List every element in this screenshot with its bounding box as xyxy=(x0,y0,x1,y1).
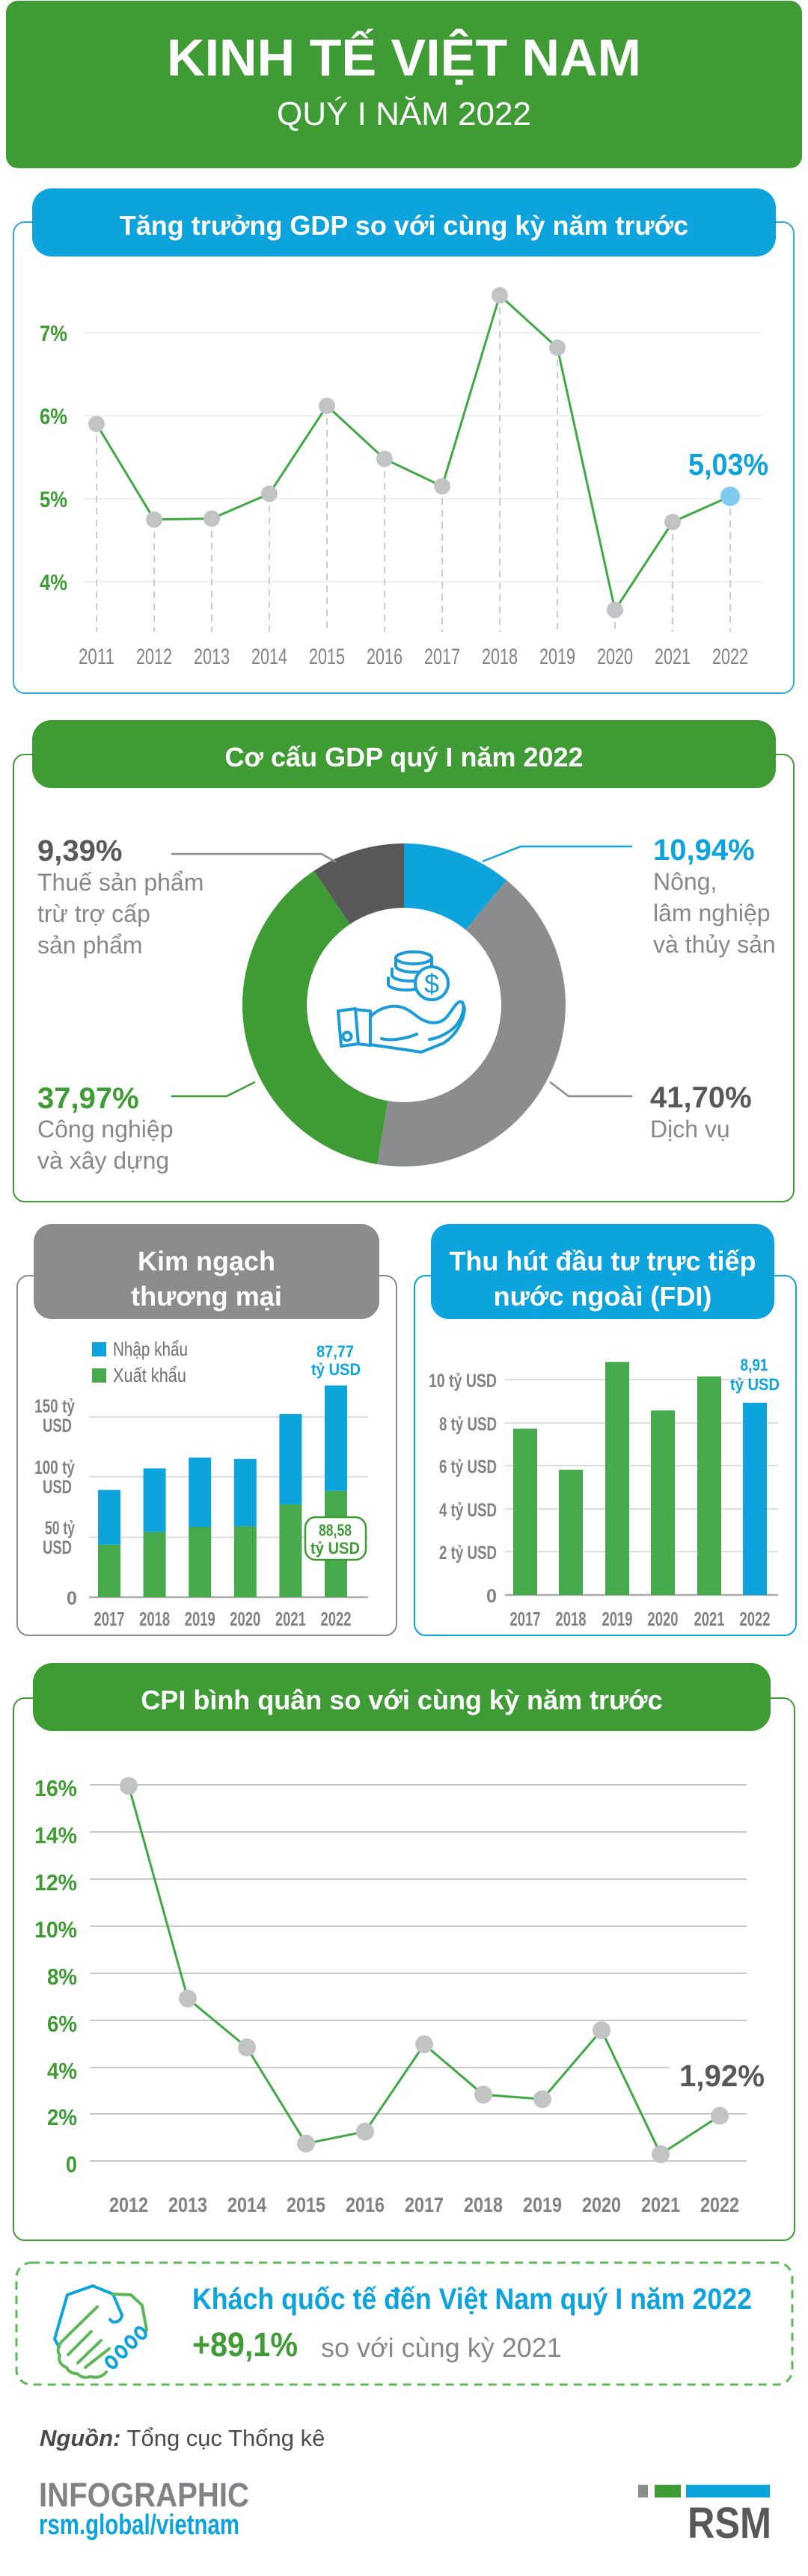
svg-text:37,97%: 37,97% xyxy=(37,1082,139,1115)
svg-text:USD: USD xyxy=(43,1537,72,1558)
svg-text:2020: 2020 xyxy=(582,2193,621,2216)
svg-text:0: 0 xyxy=(67,1588,77,1609)
svg-text:rsm.global/vietnam: rsm.global/vietnam xyxy=(39,2509,239,2541)
svg-text:50 tỷ: 50 tỷ xyxy=(45,1518,75,1539)
svg-text:2019: 2019 xyxy=(523,2193,562,2216)
svg-text:2017: 2017 xyxy=(405,2193,444,2216)
svg-text:16%: 16% xyxy=(34,1775,77,1801)
svg-text:Khách quốc tế đến Việt Nam quý: Khách quốc tế đến Việt Nam quý I năm 202… xyxy=(192,2283,752,2316)
svg-text:14%: 14% xyxy=(34,1822,77,1848)
svg-text:5%: 5% xyxy=(40,488,67,512)
svg-text:4%: 4% xyxy=(47,2058,77,2084)
svg-text:150 tỷ: 150 tỷ xyxy=(34,1396,75,1417)
svg-text:2022: 2022 xyxy=(740,1608,771,1630)
svg-text:Xuất khẩu: Xuất khẩu xyxy=(113,1364,186,1386)
svg-text:2011: 2011 xyxy=(79,645,114,669)
svg-text:10,94%: 10,94% xyxy=(653,834,755,867)
svg-text:1,92%: 1,92% xyxy=(679,2059,765,2093)
svg-text:2017: 2017 xyxy=(94,1608,125,1630)
svg-text:2022: 2022 xyxy=(700,2193,739,2216)
svg-text:2016: 2016 xyxy=(346,2193,385,2216)
svg-text:$: $ xyxy=(424,968,439,999)
svg-text:2015: 2015 xyxy=(309,645,345,669)
svg-text:10 tỷ USD: 10 tỷ USD xyxy=(429,1371,497,1392)
svg-text:6%: 6% xyxy=(47,2011,77,2037)
svg-text:0: 0 xyxy=(486,1586,497,1607)
svg-text:88,58: 88,58 xyxy=(319,1521,352,1540)
svg-text:2016: 2016 xyxy=(367,645,403,669)
svg-text:0: 0 xyxy=(66,2151,77,2177)
svg-text:100 tỷ: 100 tỷ xyxy=(34,1457,75,1478)
svg-text:2012: 2012 xyxy=(109,2193,148,2216)
svg-text:RSM: RSM xyxy=(688,2499,771,2548)
svg-text:6%: 6% xyxy=(40,405,67,429)
svg-text:2012: 2012 xyxy=(136,645,172,669)
svg-text:2019: 2019 xyxy=(539,645,575,669)
svg-text:2017: 2017 xyxy=(510,1608,541,1630)
svg-text:2013: 2013 xyxy=(194,645,230,669)
svg-text:12%: 12% xyxy=(34,1869,77,1896)
svg-text:tỷ USD: tỷ USD xyxy=(730,1375,780,1394)
svg-text:2018: 2018 xyxy=(482,645,518,669)
svg-text:41,70%: 41,70% xyxy=(650,1081,752,1114)
svg-text:8 tỷ USD: 8 tỷ USD xyxy=(439,1414,497,1435)
svg-text:2022: 2022 xyxy=(321,1608,352,1630)
svg-text:tỷ USD: tỷ USD xyxy=(311,1360,361,1379)
svg-text:2018: 2018 xyxy=(556,1608,587,1630)
svg-text:2021: 2021 xyxy=(641,2193,680,2216)
svg-text:7%: 7% xyxy=(40,322,67,346)
svg-text:2018: 2018 xyxy=(464,2193,503,2216)
svg-text:2014: 2014 xyxy=(227,2193,266,2216)
svg-text:2021: 2021 xyxy=(655,645,691,669)
svg-text:USD: USD xyxy=(43,1477,72,1498)
svg-text:2015: 2015 xyxy=(287,2193,325,2216)
svg-text:2020: 2020 xyxy=(230,1608,260,1630)
svg-text:2013: 2013 xyxy=(168,2193,207,2216)
svg-text:so với cùng kỳ 2021: so với cùng kỳ 2021 xyxy=(321,2332,562,2363)
svg-text:USD: USD xyxy=(43,1415,72,1436)
svg-text:2%: 2% xyxy=(47,2104,77,2130)
svg-text:4 tỷ USD: 4 tỷ USD xyxy=(439,1500,497,1521)
svg-text:2019: 2019 xyxy=(602,1608,633,1630)
svg-text:INFOGRAPHIC: INFOGRAPHIC xyxy=(39,2476,249,2514)
svg-text:2018: 2018 xyxy=(139,1608,170,1630)
svg-text:Nhập khẩu: Nhập khẩu xyxy=(113,1338,188,1360)
svg-text:2020: 2020 xyxy=(648,1608,679,1630)
svg-text:9,39%: 9,39% xyxy=(37,834,122,867)
svg-text:2014: 2014 xyxy=(251,645,287,669)
svg-text:2019: 2019 xyxy=(185,1608,215,1630)
svg-text:8,91: 8,91 xyxy=(741,1356,768,1374)
svg-text:2017: 2017 xyxy=(424,645,460,669)
svg-text:2020: 2020 xyxy=(597,645,633,669)
svg-text:2021: 2021 xyxy=(275,1608,306,1630)
svg-text:6 tỷ USD: 6 tỷ USD xyxy=(439,1457,497,1478)
svg-text:tỷ USD: tỷ USD xyxy=(310,1539,360,1558)
svg-text:8%: 8% xyxy=(47,1964,77,1990)
svg-text:+89,1%: +89,1% xyxy=(192,2326,298,2364)
svg-text:2021: 2021 xyxy=(694,1608,725,1630)
svg-text:5,03%: 5,03% xyxy=(688,447,768,482)
svg-text:2022: 2022 xyxy=(712,645,748,669)
svg-text:87,77: 87,77 xyxy=(316,1342,354,1361)
svg-text:4%: 4% xyxy=(40,571,67,595)
svg-text:10%: 10% xyxy=(34,1916,77,1943)
svg-text:2 tỷ USD: 2 tỷ USD xyxy=(439,1543,497,1564)
